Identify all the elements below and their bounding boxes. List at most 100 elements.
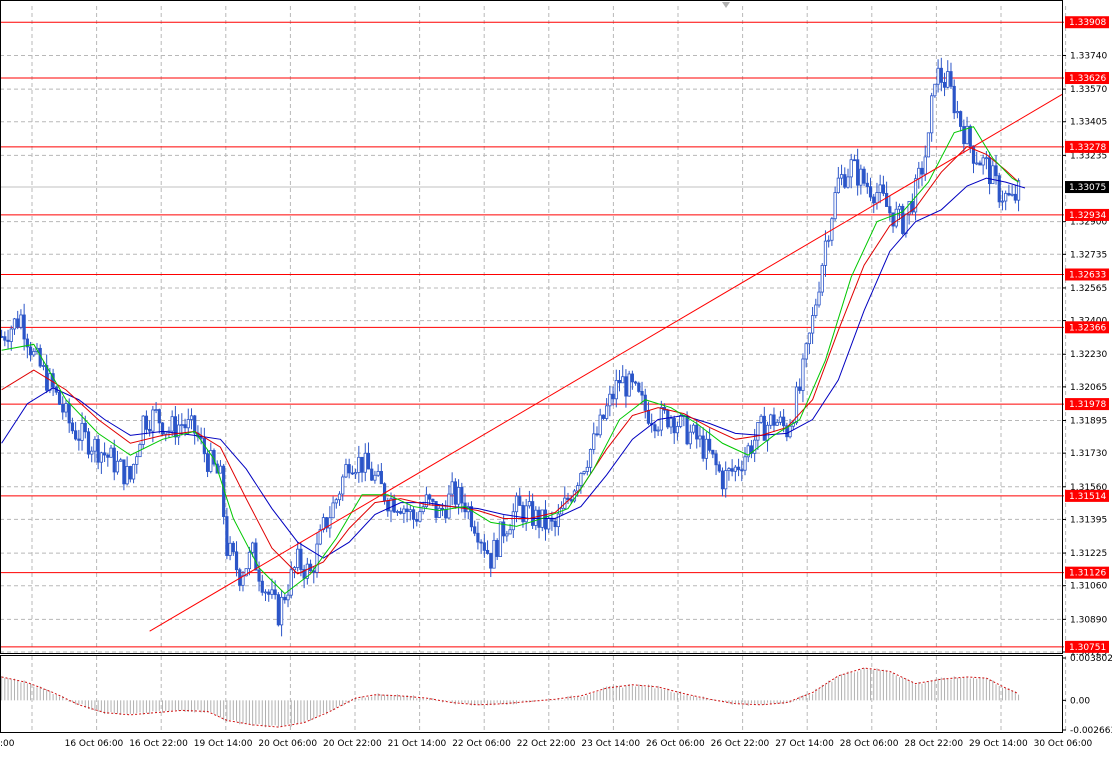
candle-body [244,568,248,577]
candle-body [849,159,853,178]
candle-body [962,126,966,145]
candle-body [283,596,287,601]
candle-body [675,426,680,434]
candle-body [736,466,741,471]
candle-body [566,497,570,500]
candle-body [862,168,866,184]
candle-body [585,466,589,472]
candle-body [952,85,956,114]
candle-body [234,551,239,571]
price-level-label: 1.30751 [1069,643,1106,653]
candle-body [991,165,995,185]
time-tick-label: 23 Oct 14:00 [581,739,640,749]
candle-body [872,196,876,204]
candle-body [193,415,197,434]
candle-body [778,416,783,423]
candle-body [279,596,284,626]
candle-body [424,494,429,508]
candle-body [543,509,548,530]
time-tick-label: 22 Oct 22:00 [517,739,576,749]
candle-body [379,470,383,485]
price-tick-label: 1.31560 [1070,483,1107,493]
candle-body [479,541,483,544]
candle-body [1007,192,1011,196]
candle-body [930,95,934,134]
candle-body [679,415,683,427]
candle-body [881,184,885,194]
candle-body [183,424,187,429]
candle-body [846,176,850,188]
price-tick-label: 1.33235 [1070,151,1107,161]
candle-body [859,168,863,186]
candle-body [189,415,194,420]
price-tick-label: 1.31730 [1070,449,1107,459]
candle-body [672,417,676,434]
candle-body [598,414,602,436]
candle-body [177,424,181,438]
candle-body [511,511,515,531]
candle-body [344,464,348,478]
candle-body [759,415,763,423]
candle-body [823,240,828,266]
time-tick-label: 16 Oct 06:00 [65,739,124,749]
candle-body [643,394,647,411]
candle-body [691,424,696,433]
candle-body [453,481,457,505]
candle-body [273,589,277,596]
candle-body [61,404,65,413]
candle-body [994,165,998,177]
candle-body [843,174,847,188]
price-level-tag [1065,268,1109,281]
candle-body [852,159,857,162]
candle-body [775,421,779,426]
candle-body [669,417,673,428]
candle-body [456,487,461,505]
candle-body [225,516,229,556]
candle-body [170,416,174,432]
candle-body [698,435,702,440]
candle-body [157,409,161,424]
price-tick-label: 1.33405 [1070,118,1107,128]
candle-body [955,111,960,114]
candle-body [144,415,149,430]
candle-body [408,509,412,513]
candle-body [502,521,506,537]
ma-red-line [1,145,1019,575]
candle-body [746,445,750,458]
grid-layer [0,6,1067,732]
candle-body [270,589,274,595]
candle-body [402,508,406,514]
candle-body [807,332,811,345]
candle-body [730,468,734,472]
shift-marker-icon [722,2,730,8]
price-level-label: 1.32366 [1069,323,1106,333]
horizontal-levels [0,21,1064,648]
price-level-tag [1065,208,1109,221]
candle-body [920,167,924,175]
candle-body [102,452,107,456]
candle-body [946,71,950,88]
candle-body [505,533,509,537]
candle-body [588,449,593,468]
candle-body [984,157,988,160]
candle-body [627,373,631,397]
candle-body [987,157,992,185]
candle-body [186,419,190,429]
candle-body [640,391,644,396]
candle-body [350,472,354,475]
candle-body [450,481,454,495]
candle-body [865,182,869,188]
price-tick-label: 1.32735 [1070,250,1107,260]
candle-body [154,409,158,411]
current-price-tag [1065,181,1109,194]
candle-body [80,422,84,441]
candle-body [971,145,976,164]
candle-body [28,346,33,356]
candle-body [704,438,708,459]
candle-body [868,186,873,198]
candle-body [357,456,361,473]
candle-body [794,386,799,424]
candle-body [267,591,271,595]
price-level-tag [1065,640,1109,653]
candle-body [637,382,641,392]
